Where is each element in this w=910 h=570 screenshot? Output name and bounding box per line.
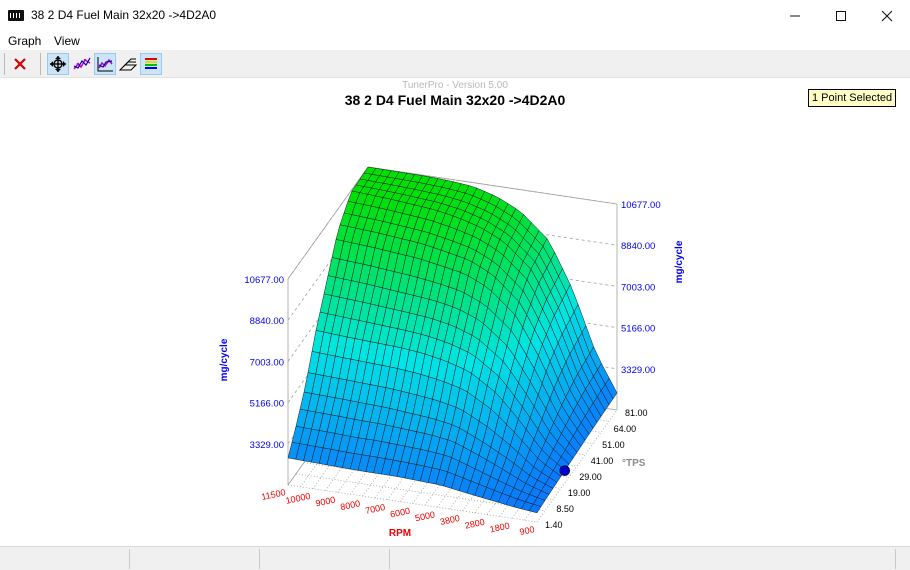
rpm-tick-label: 5000: [414, 509, 436, 523]
rpm-tick-label: 6000: [389, 506, 411, 520]
move-cross-icon: [50, 56, 66, 72]
surface-cell: [528, 503, 542, 514]
tps-tick-label: 29.00: [579, 472, 602, 482]
z-tick-label-right: 10677.00: [621, 200, 661, 211]
status-pane-3: [260, 549, 390, 569]
menu-graph[interactable]: Graph: [8, 34, 42, 48]
tps-tick-label: 8.50: [556, 504, 574, 514]
rpm-tick-label: 9000: [315, 495, 337, 509]
rpm-tick-label: 11500: [261, 487, 287, 502]
menu-bar: Graph View: [0, 32, 910, 50]
toolbar-separator: [4, 53, 5, 75]
tps-tick-label: 81.00: [625, 408, 648, 418]
3d-graph-icon: [97, 57, 113, 72]
status-bar: [0, 546, 910, 570]
chart-title: 38 2 D4 Fuel Main 32x20 ->4D2A0: [345, 92, 566, 108]
z-tick-label-left: 3329.00: [250, 440, 284, 451]
minimize-icon: [790, 15, 800, 17]
close-graph-button[interactable]: [9, 53, 31, 75]
color-bars-button[interactable]: [140, 53, 162, 75]
floor-grid: [536, 409, 618, 523]
3d-graph-button[interactable]: [94, 53, 116, 75]
selection-badge: 1 Point Selected: [808, 89, 897, 107]
menu-view[interactable]: View: [54, 34, 80, 48]
color-bars-icon: [145, 58, 157, 69]
rpm-tick-label: 900: [519, 524, 536, 537]
z-tick-label-right: 8840.00: [621, 241, 655, 252]
wireframe-button[interactable]: [117, 53, 139, 75]
close-button[interactable]: [864, 0, 910, 32]
z-axis-label-right: mg/cycle: [674, 240, 685, 283]
watermark: TunerPro - Version 5.00: [402, 80, 508, 91]
tps-tick-label: 1.40: [545, 520, 563, 530]
z-tick-label-left: 8840.00: [250, 316, 284, 327]
z-tick-label-left: 7003.00: [250, 357, 284, 368]
move-button[interactable]: [47, 53, 69, 75]
window-title: 38 2 D4 Fuel Main 32x20 ->4D2A0: [31, 8, 217, 22]
status-pane-1: [0, 549, 130, 569]
toolbar-separator: [40, 53, 41, 75]
surface-mesh: [287, 166, 618, 514]
z-tick-label-right: 5166.00: [621, 324, 655, 335]
box-edge: [367, 166, 618, 205]
app-icon: [8, 10, 24, 21]
z-tick-label-right: 7003.00: [621, 282, 655, 293]
z-tick-label-left: 10677.00: [244, 275, 284, 286]
z-gridline: [287, 166, 369, 280]
maximize-icon: [836, 11, 846, 21]
z-axis-label-left: mg/cycle: [219, 338, 230, 381]
tps-tick-label: 19.00: [568, 488, 591, 498]
close-red-x-icon: [14, 58, 26, 70]
wireframe-icon: [119, 58, 137, 71]
tps-tick-label: 41.00: [591, 456, 614, 466]
tps-tick-label: 64.00: [614, 424, 637, 434]
selected-point: [559, 465, 571, 476]
rpm-tick-label: 1800: [489, 520, 511, 534]
z-tick-label-left: 5166.00: [250, 399, 284, 410]
status-pane-4: [390, 549, 896, 569]
line-graph-icon: [73, 57, 91, 70]
rpm-tick-label: 2800: [464, 517, 486, 531]
rpm-tick-label: 7000: [364, 502, 386, 516]
line-graph-button[interactable]: [71, 53, 93, 75]
toolbar: [0, 50, 910, 78]
close-icon: [881, 10, 893, 22]
rpm-axis-label: RPM: [389, 528, 411, 539]
rpm-tick-label: 3800: [439, 513, 461, 527]
title-bar: 38 2 D4 Fuel Main 32x20 ->4D2A0: [0, 0, 910, 32]
rpm-tick-label: 8000: [339, 498, 361, 512]
tps-axis-label: °TPS: [622, 458, 646, 469]
z-tick-label-right: 3329.00: [621, 365, 655, 376]
minimize-button[interactable]: [772, 0, 818, 32]
rpm-tick-label: 10000: [285, 491, 312, 506]
status-pane-2: [130, 549, 260, 569]
tps-tick-label: 51.00: [602, 440, 625, 450]
maximize-button[interactable]: [818, 0, 864, 32]
